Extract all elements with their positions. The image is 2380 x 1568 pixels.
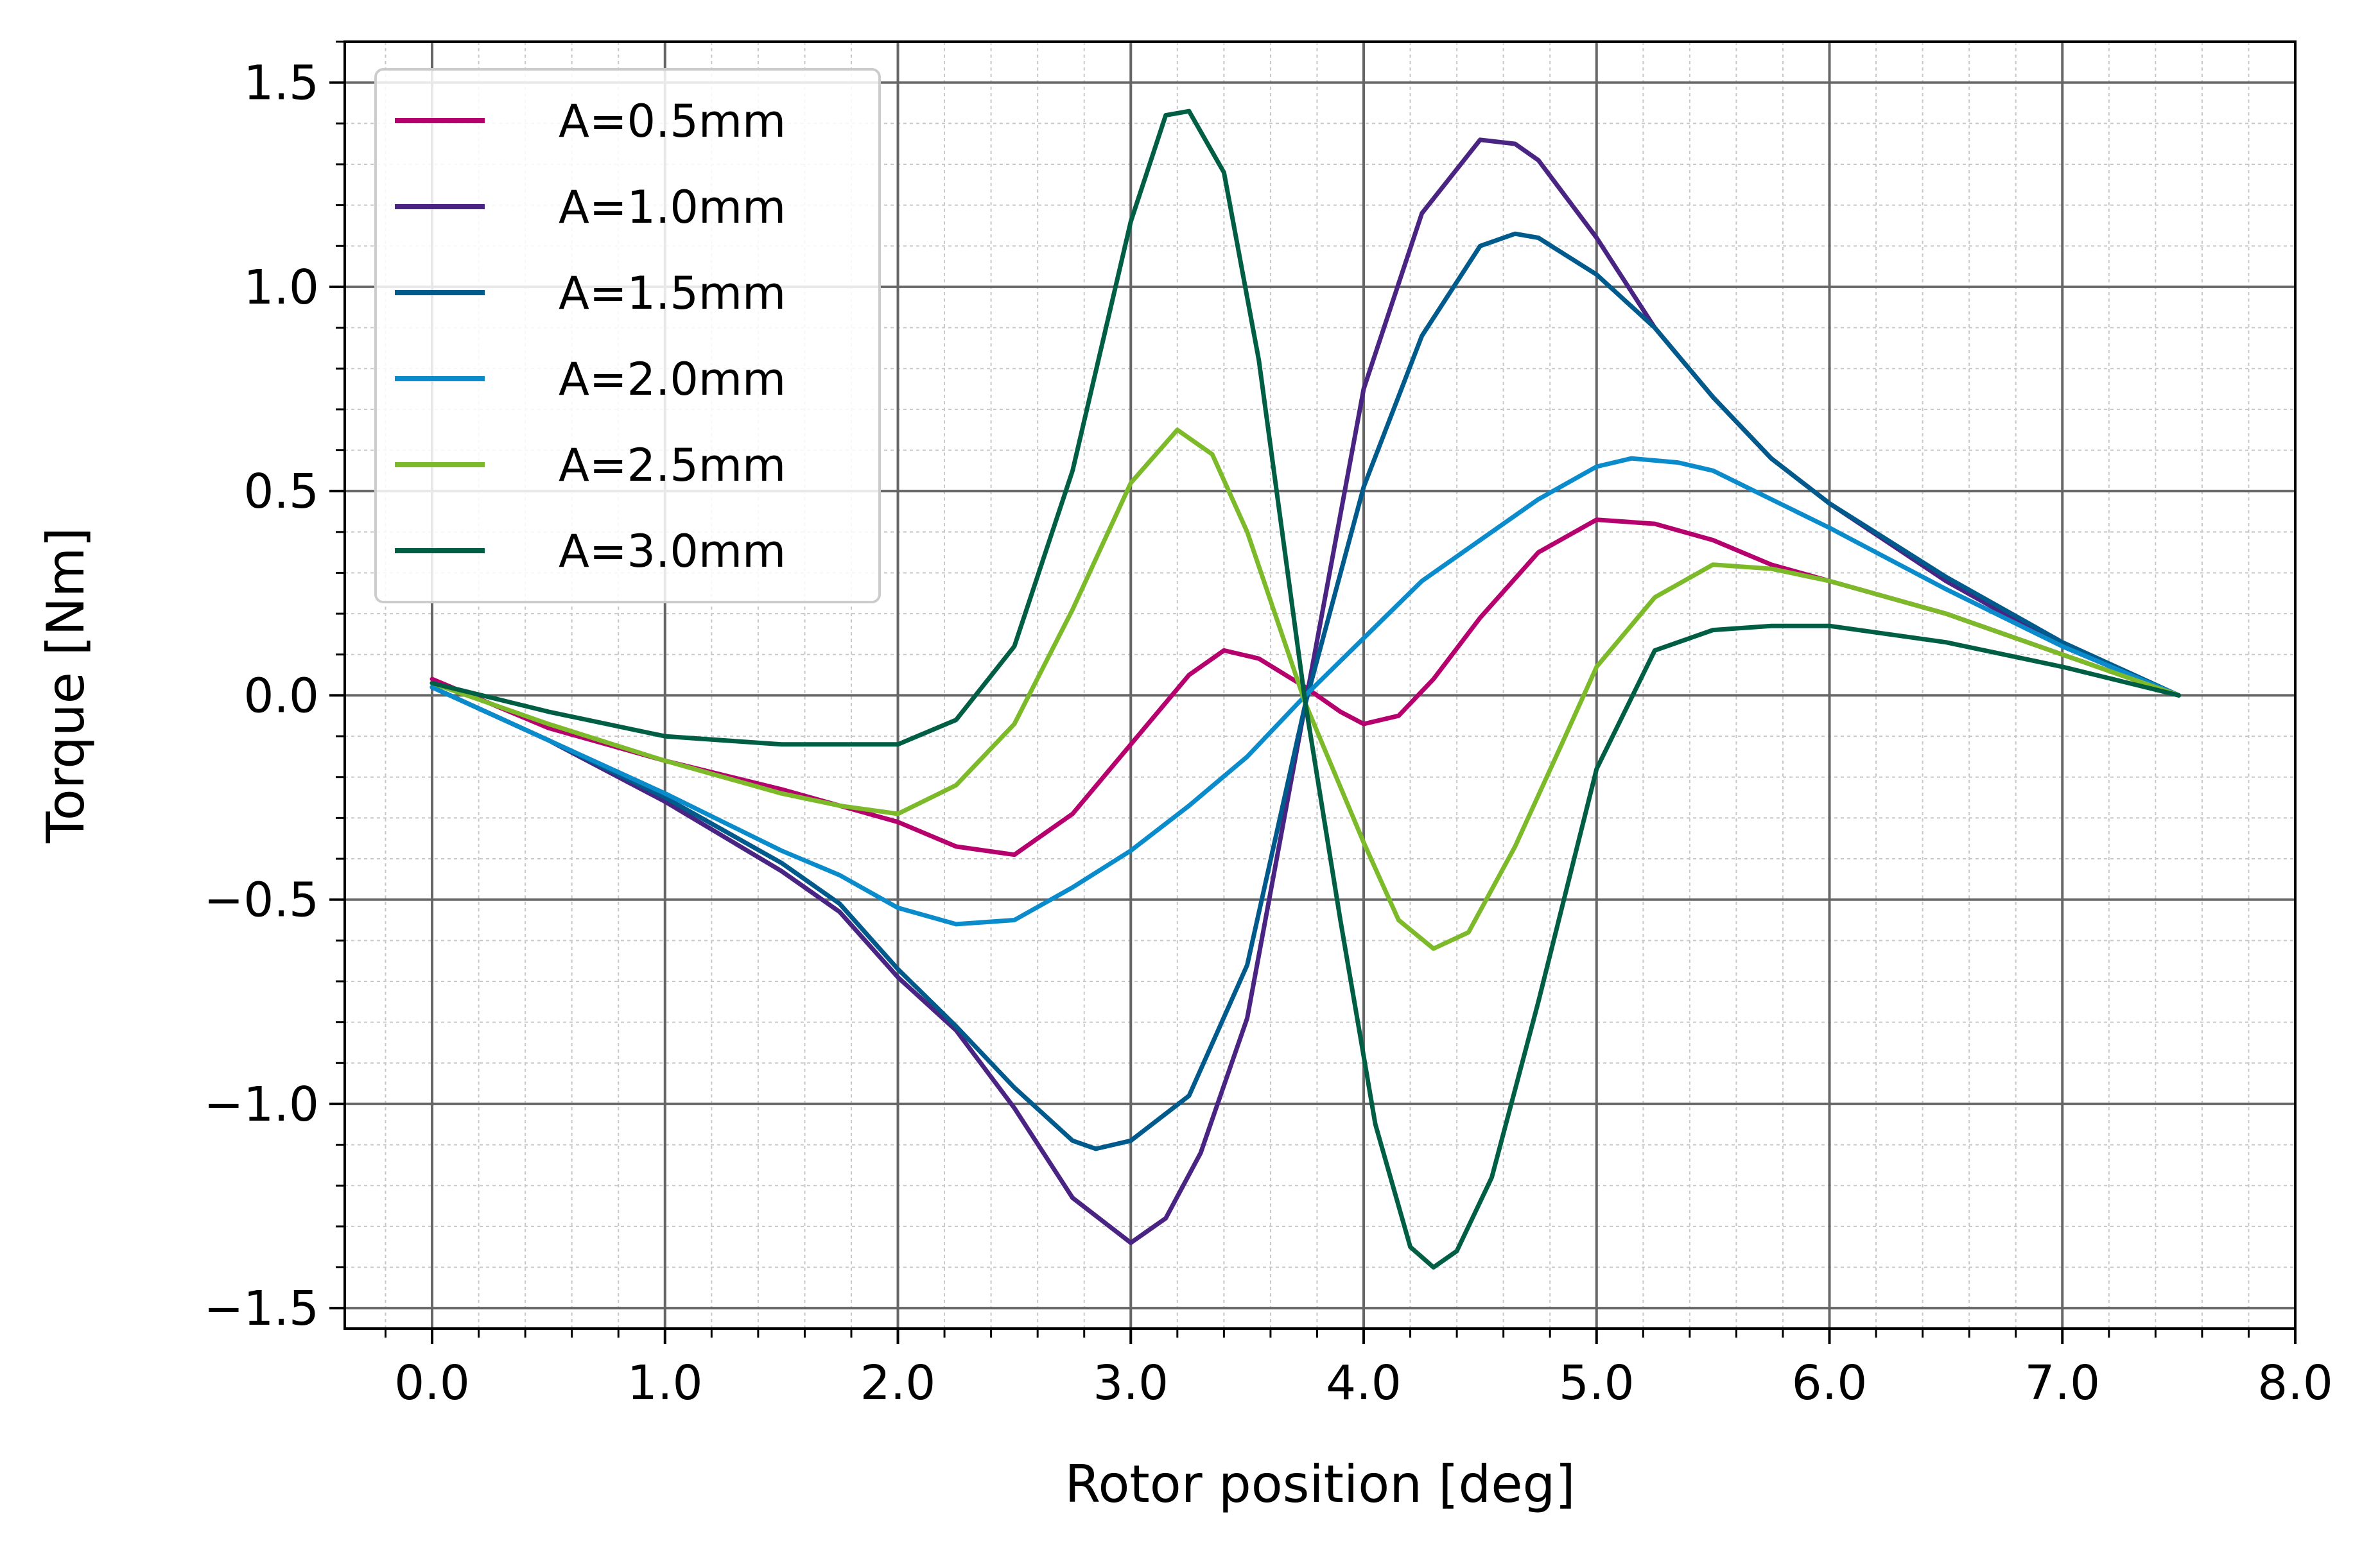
x-tick-label: 5.0	[1559, 1356, 1635, 1411]
y-tick-label: −1.5	[204, 1281, 319, 1336]
legend-label: A=2.0mm	[559, 353, 786, 406]
x-tick-label: 2.0	[860, 1356, 936, 1411]
legend-label: A=3.0mm	[559, 525, 786, 578]
x-tick-label: 1.0	[627, 1356, 703, 1411]
y-tick-label: −1.0	[204, 1077, 319, 1132]
x-axis-title: Rotor position [deg]	[1064, 1454, 1575, 1514]
series-line	[430, 427, 2182, 951]
series-line	[430, 456, 2182, 927]
x-tick-label: 4.0	[1326, 1356, 1402, 1411]
legend-label: A=0.5mm	[559, 95, 786, 148]
y-tick-label: 1.5	[243, 56, 319, 111]
ticks-layer: 0.0 1.0 2.0 3.0 4.0 5.0 6.0 7.0 8.0 −1.5 −1.0 −0.5 0…	[204, 40, 2333, 1411]
series-layer	[430, 108, 2182, 1270]
x-tick-label: 7.0	[2024, 1356, 2100, 1411]
legend-box	[374, 68, 881, 603]
x-tick-label: 8.0	[2257, 1356, 2333, 1411]
legend-label: A=1.0mm	[559, 181, 786, 234]
y-axis-title: Torque [Nm]	[36, 527, 96, 843]
y-tick-label: 0.5	[243, 464, 319, 519]
series-line	[430, 108, 2182, 1270]
y-tick-label: 1.0	[243, 260, 319, 315]
x-tick-label: 6.0	[1792, 1356, 1868, 1411]
y-tick-label: 0.0	[243, 668, 319, 723]
legend-label: A=1.5mm	[559, 267, 786, 320]
y-tick-label: −0.5	[204, 873, 319, 928]
series-line	[430, 517, 2182, 857]
legend-label: A=2.5mm	[559, 439, 786, 492]
x-tick-label: 3.0	[1093, 1356, 1168, 1411]
x-tick-label: 0.0	[394, 1356, 470, 1411]
plot-frame	[343, 40, 2297, 1330]
legend: A=0.5mm A=1.0mm A=1.5mm A=2.0mm A=2.5mm A=3.0…	[374, 68, 881, 603]
